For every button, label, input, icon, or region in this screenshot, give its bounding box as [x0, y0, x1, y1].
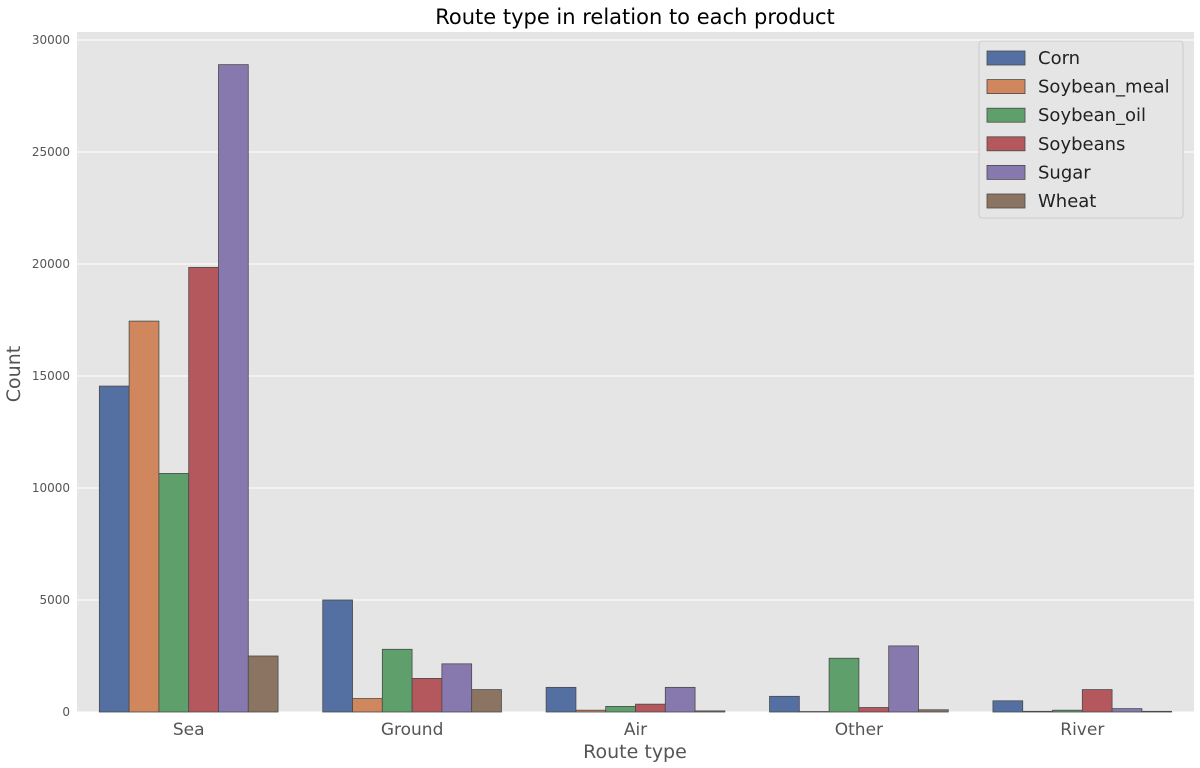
legend-swatch	[986, 193, 1026, 209]
x-axis-ticks: Sea Ground Air Other River	[173, 720, 1104, 740]
x-tick-label: Sea	[173, 720, 205, 740]
bar-corn-ground	[322, 599, 353, 713]
bar-corn-other	[769, 695, 800, 713]
x-tick-label: Air	[624, 720, 647, 740]
bar-soybean_oil-river	[1052, 709, 1083, 713]
legend-label: Soybean_oil	[1038, 105, 1146, 126]
y-tick-label: 15000	[32, 369, 70, 383]
bar-soybean_oil-other	[828, 657, 860, 713]
legend-swatch	[986, 136, 1026, 152]
bar-soybeans-river	[1081, 689, 1113, 713]
y-tick-label: 10000	[32, 481, 70, 495]
legend-label: Sugar	[1038, 162, 1091, 183]
bar-corn-air	[545, 686, 577, 713]
bar-corn-sea	[98, 385, 130, 713]
bar-series-group	[98, 64, 1173, 713]
bar-wheat-river	[1141, 710, 1173, 713]
bar-sugar-ground	[441, 663, 473, 713]
legend-label: Corn	[1038, 48, 1080, 69]
legend: Corn Soybean_meal Soybean_oil Soybeans S…	[978, 40, 1184, 219]
legend-label: Soybeans	[1038, 134, 1125, 155]
bar-wheat-air	[694, 710, 726, 713]
y-tick-label: 0	[62, 705, 70, 719]
bar-soybean_oil-sea	[158, 473, 190, 713]
bar-soybean_meal-ground	[352, 698, 383, 713]
bar-wheat-ground	[471, 689, 502, 713]
legend-swatch	[986, 79, 1026, 94]
bar-sugar-other	[888, 645, 919, 713]
bar-soybeans-ground	[411, 678, 443, 713]
x-tick-label: Ground	[381, 720, 444, 740]
bar-soybeans-air	[635, 703, 666, 713]
bar-soybean_meal-air	[575, 709, 607, 713]
y-axis-label: Count	[3, 346, 25, 402]
legend-label: Soybean_meal	[1038, 77, 1170, 98]
bar-wheat-other	[918, 709, 949, 713]
bar-soybeans-other	[858, 707, 890, 713]
bar-wheat-sea	[247, 655, 279, 713]
bar-soybeans-sea	[188, 266, 219, 713]
bar-soybean_oil-air	[605, 706, 636, 713]
bar-soybean_meal-sea	[128, 320, 160, 713]
bar-sugar-river	[1111, 708, 1143, 713]
x-axis-label: Route type	[583, 741, 687, 763]
y-tick-label: 5000	[39, 593, 70, 607]
bar-soybean_oil-ground	[381, 648, 413, 713]
legend-swatch	[986, 164, 1026, 180]
legend-frame	[978, 40, 1184, 219]
legend-swatch	[986, 50, 1026, 66]
y-axis-ticks: 0 5000 10000 15000 20000 25000 30000	[32, 33, 70, 719]
bar-sugar-air	[664, 686, 696, 713]
y-tick-label: 30000	[32, 33, 70, 47]
y-tick-label: 20000	[32, 257, 70, 271]
bar-soybean_meal-river	[1022, 710, 1053, 713]
chart-title: Route type in relation to each product	[435, 5, 835, 29]
bar-sugar-sea	[218, 64, 249, 713]
bar-corn-river	[992, 700, 1024, 713]
legend-label: Wheat	[1038, 191, 1096, 212]
x-tick-label: River	[1060, 720, 1104, 740]
y-tick-label: 25000	[32, 145, 70, 159]
x-tick-label: Other	[835, 720, 883, 740]
legend-swatch	[986, 107, 1026, 123]
